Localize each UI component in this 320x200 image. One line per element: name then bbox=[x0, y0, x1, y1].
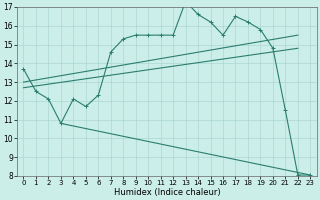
X-axis label: Humidex (Indice chaleur): Humidex (Indice chaleur) bbox=[114, 188, 220, 197]
